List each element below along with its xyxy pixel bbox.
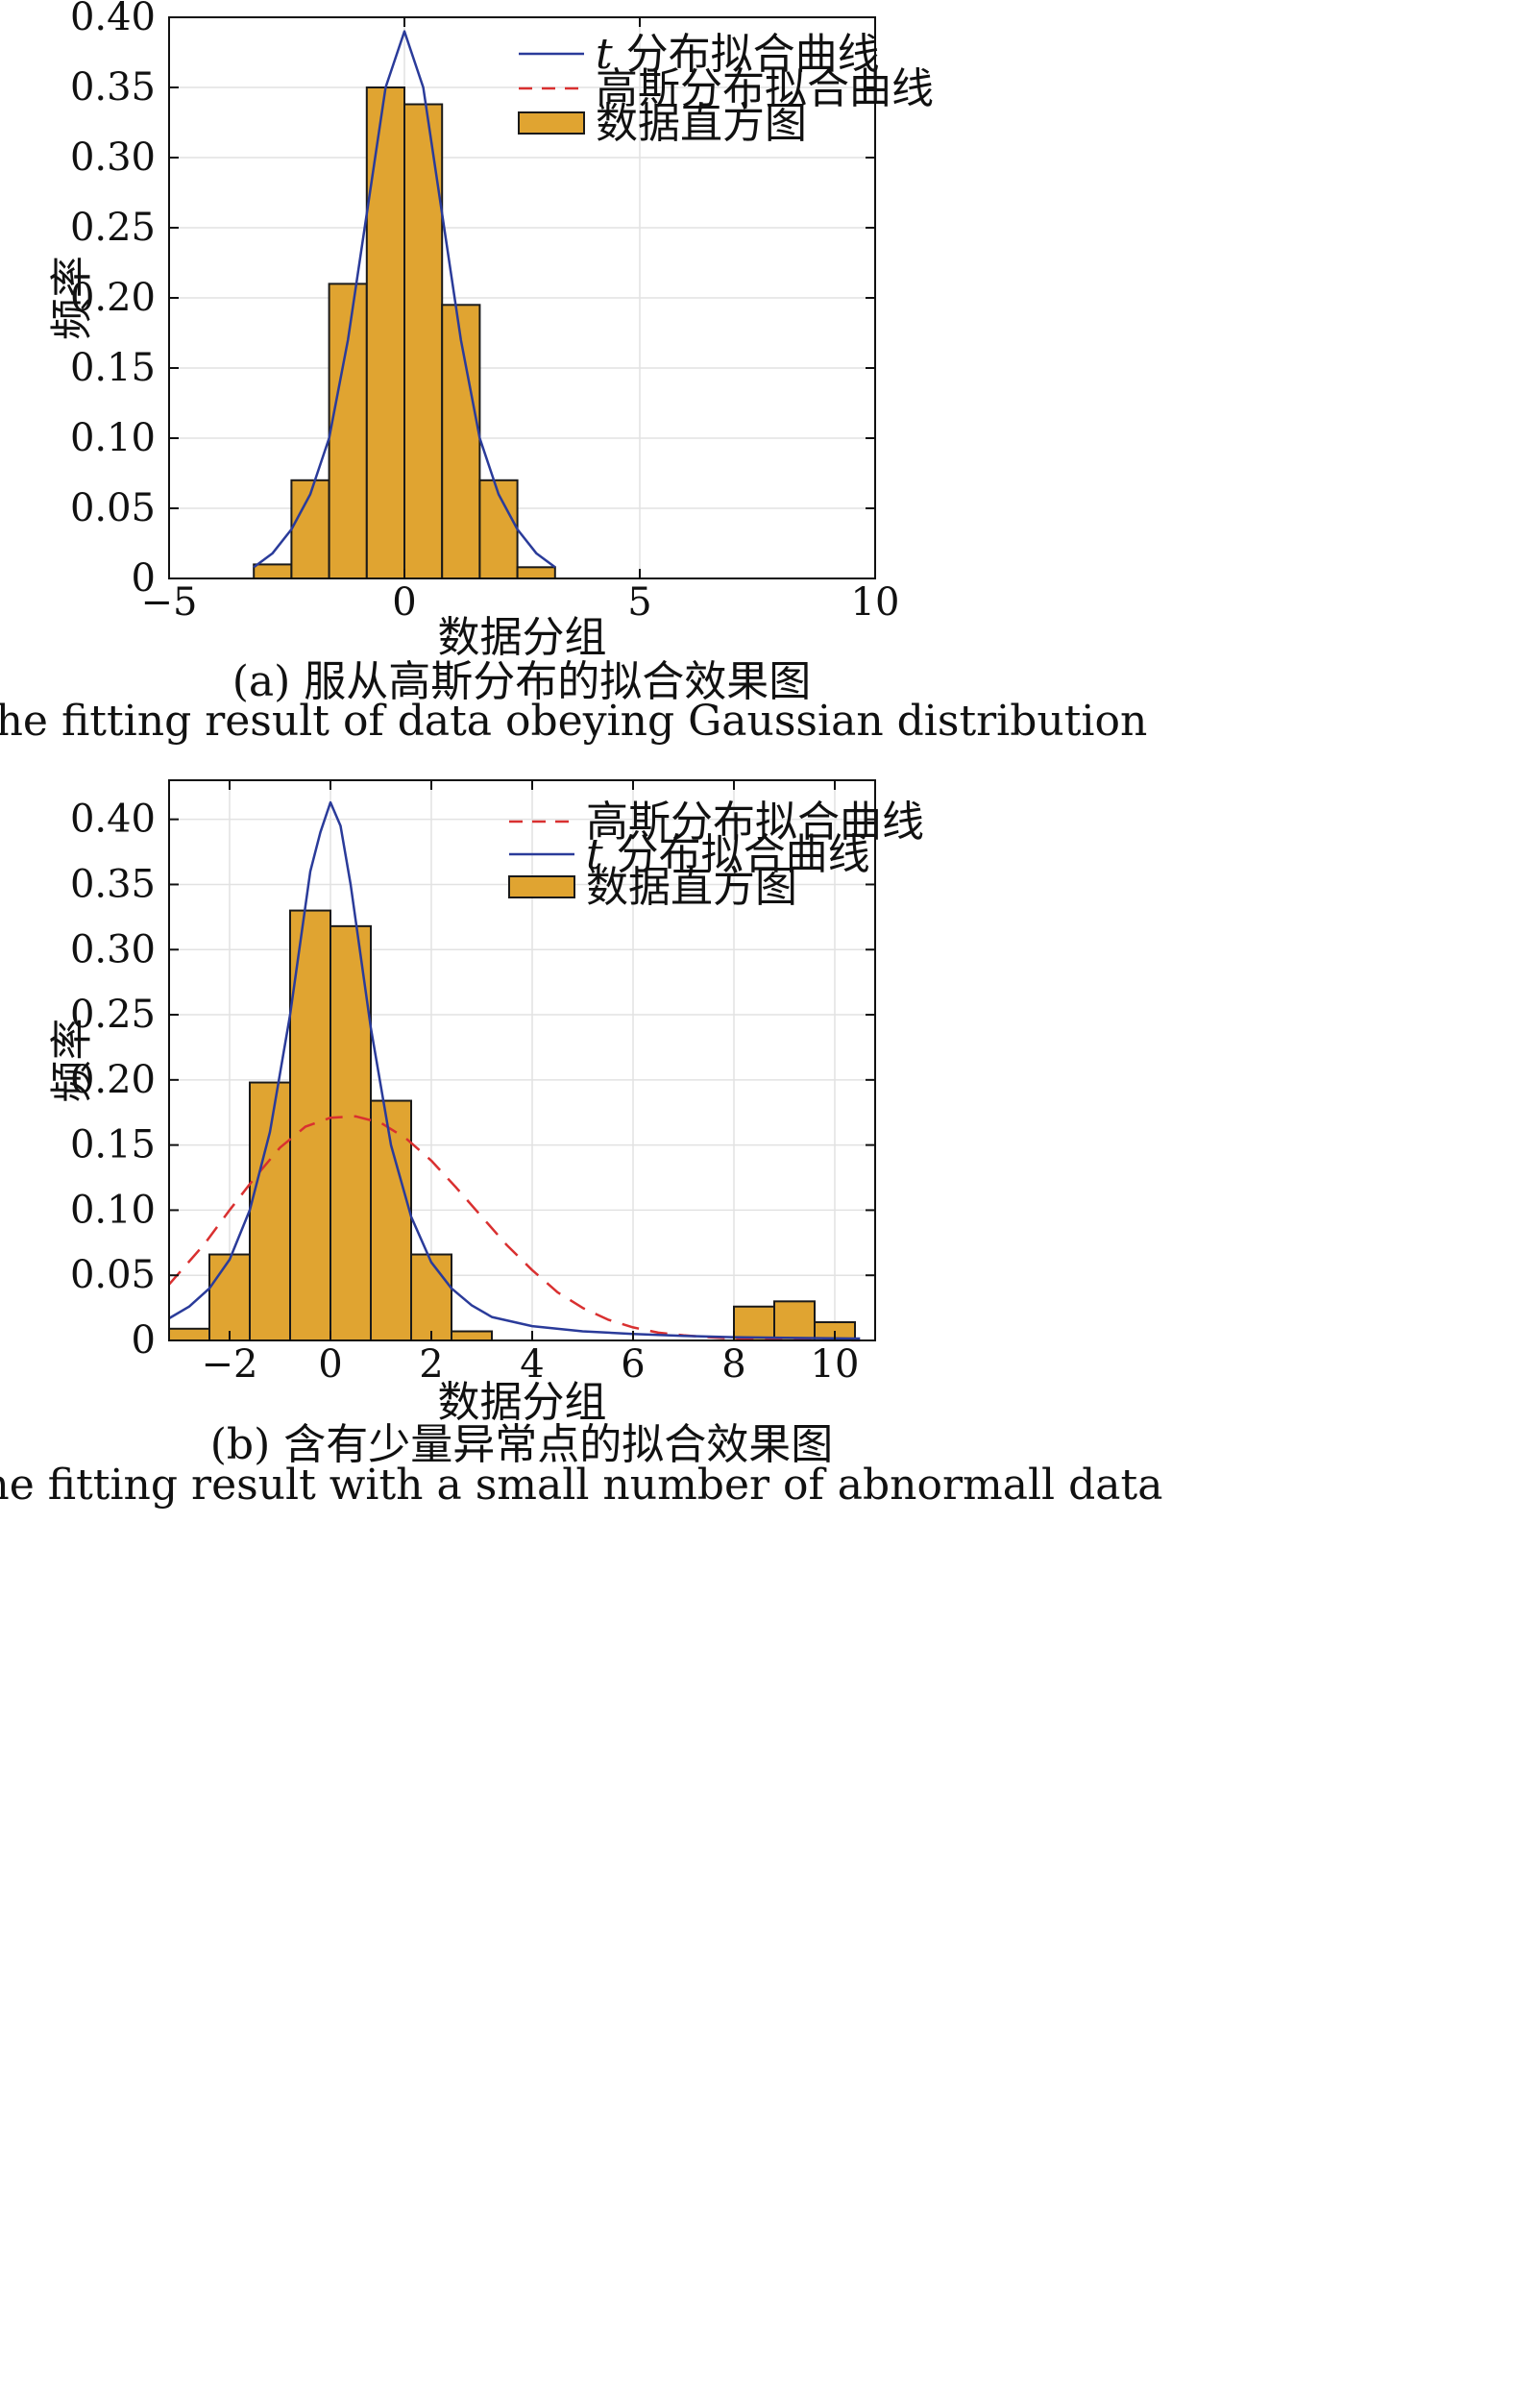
histogram-bar (365, 86, 405, 579)
histogram-bar (516, 566, 556, 580)
histogram-bar (733, 1305, 775, 1341)
legend-label-italic: t (586, 830, 603, 879)
tick-marks-b (169, 780, 875, 1341)
x-tick-label: 10 (811, 1342, 860, 1387)
y-tick-label: 0 (132, 556, 156, 601)
y-tick-label: 0.15 (70, 346, 156, 390)
x-tick-label: −5 (141, 580, 198, 625)
y-tick-label: 0.25 (70, 206, 156, 250)
y-tick-label: 0.30 (70, 135, 156, 180)
x-axis-label-a: 数据分组 (438, 613, 607, 662)
histogram-bar (328, 283, 368, 579)
t-fit-curve (168, 800, 861, 1340)
y-tick-label: 0.15 (70, 1123, 156, 1167)
histogram-bar (773, 1300, 816, 1341)
x-axis-label-b: 数据分组 (438, 1378, 607, 1427)
legend-label: 数据直方图 (586, 863, 797, 912)
legend-label: 高斯分布拟合曲线 (596, 64, 934, 113)
x-tick-labels-a: −5 0 5 10 (141, 580, 900, 625)
legend-swatch-bar (518, 111, 585, 135)
y-tick-label: 0.35 (70, 65, 156, 110)
y-tick-label: 0.40 (70, 798, 156, 842)
caption-en-a: (a) The fitting result of data obeying G… (0, 697, 1147, 746)
y-tick-label: 0.05 (70, 1253, 156, 1297)
y-tick-label: 0.25 (70, 993, 156, 1037)
legend-label-rest: 分布拟合曲线 (603, 830, 870, 879)
x-tick-label: −2 (202, 1342, 258, 1387)
caption-en-b: (b) The fitting result with a small numb… (0, 1461, 1162, 1510)
y-tick-label: 0.05 (70, 486, 156, 530)
tick-marks-a (168, 16, 876, 579)
histogram-bar (249, 1081, 291, 1341)
curves-a (253, 30, 556, 569)
caption-cn-a: (a) 服从高斯分布的拟合效果图 (232, 657, 812, 706)
y-tick-label: 0.30 (70, 927, 156, 971)
histogram-bar (168, 1327, 210, 1342)
x-tick-label: 0 (318, 1342, 342, 1387)
caption-cn-b: (b) 含有少量异常点的拟合效果图 (210, 1420, 833, 1469)
histogram-bar (253, 563, 293, 580)
y-tick-label: 0 (132, 1318, 156, 1363)
t-fit-curve (253, 30, 556, 569)
y-tick-label: 0.20 (70, 276, 156, 320)
histogram-bar (451, 1330, 493, 1341)
y-tick-label: 0.20 (70, 1058, 156, 1102)
chart-panel-a: −5 0 5 10 00.050.100.150.200.250.300.350.40… (0, 0, 1147, 746)
y-tick-labels-b: 0 0.05 0.10 0.15 0.20 0.25 0.30 0.35 0.40 (70, 798, 156, 1363)
histogram-bar (441, 304, 481, 579)
y-tick-label: 0.10 (70, 416, 156, 460)
x-tick-label: 5 (627, 580, 651, 625)
histogram-bar (208, 1253, 251, 1341)
histogram-a (253, 86, 556, 580)
legend-label: t 分布拟合曲线 (596, 30, 880, 79)
chart-panel-b: −2 0 2 4 6 8 10 00.050.100.150.200.250.300.350… (0, 779, 1162, 1510)
y-tick-label: 0.40 (70, 0, 156, 39)
x-tick-label: 2 (419, 1342, 443, 1387)
x-tick-label: 6 (621, 1342, 645, 1387)
legend-label: 高斯分布拟合曲线 (586, 798, 924, 847)
histogram-bar (329, 924, 372, 1341)
y-axis-label-b: 频率 (48, 1019, 97, 1103)
x-tick-label: 0 (392, 580, 416, 625)
legend-label: 数据直方图 (596, 99, 807, 148)
y-tick-labels-a: 0 0.05 0.10 0.15 0.20 0.25 0.30 0.35 0.40 (70, 0, 156, 601)
plot-frame-b (168, 779, 876, 1341)
legend-label-rest: 分布拟合曲线 (613, 30, 880, 79)
gauss-fit-curve (168, 1115, 861, 1342)
curves-b (168, 800, 861, 1342)
legend-label: t 分布拟合曲线 (586, 830, 870, 879)
legend-label-italic: t (596, 30, 613, 79)
histogram-bar (370, 1099, 412, 1342)
histogram-bar (410, 1253, 452, 1341)
y-tick-label: 0.10 (70, 1188, 156, 1232)
y-axis-label-a: 频率 (48, 256, 97, 340)
x-tick-label: 4 (520, 1342, 544, 1387)
x-tick-label: 8 (721, 1342, 745, 1387)
x-tick-labels-b: −2 0 2 4 6 8 10 (202, 1342, 860, 1387)
x-tick-label: 10 (851, 580, 900, 625)
y-tick-label: 0.35 (70, 862, 156, 906)
legend-swatch-bar (508, 875, 575, 898)
